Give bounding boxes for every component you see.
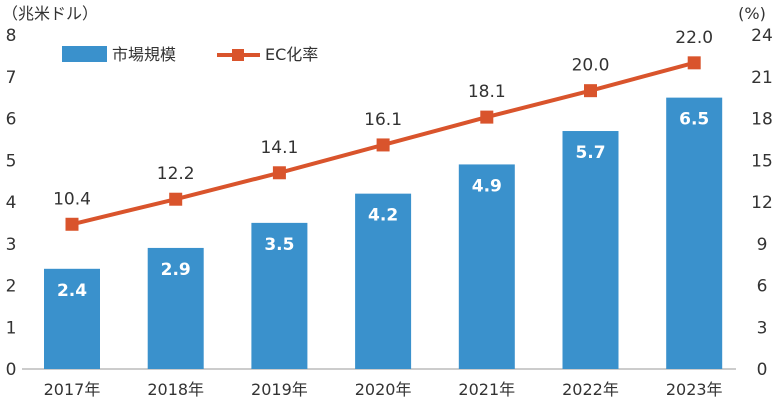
line-marker	[272, 166, 286, 180]
right-tick-label: 3	[757, 318, 768, 338]
left-tick-label: 1	[6, 318, 17, 338]
category-label: 2019年	[251, 380, 308, 399]
category-labels: 2017年 2018年 2019年 2020年 2021年 2022年 2023年	[44, 380, 723, 399]
bar-series	[44, 97, 723, 369]
bar-data-label: 3.5	[264, 235, 294, 255]
category-label: 2018年	[147, 380, 204, 399]
right-tick-label: 6	[757, 277, 768, 297]
bar	[458, 164, 515, 369]
right-tick-label: 9	[757, 235, 768, 255]
category-label: 2021年	[458, 380, 515, 399]
line-series	[65, 56, 701, 231]
line-marker	[480, 110, 494, 124]
line-data-label: 18.1	[468, 82, 506, 102]
bar-data-labels: 2.4 2.9 3.5 4.2 4.9 5.7 6.5	[57, 110, 709, 301]
right-tick-label: 15	[751, 151, 773, 171]
right-axis-unit: (%)	[738, 4, 766, 23]
left-tick-label: 4	[6, 193, 17, 213]
legend-line-marker	[232, 49, 244, 61]
category-label: 2023年	[666, 380, 723, 399]
left-tick-label: 3	[6, 235, 17, 255]
bar-data-label: 2.4	[57, 281, 87, 301]
bar-data-label: 2.9	[161, 260, 191, 280]
left-tick-label: 7	[6, 68, 17, 88]
left-tick-label: 2	[6, 277, 17, 297]
legend-bar-label: 市場規模	[112, 45, 176, 64]
bar	[666, 97, 723, 369]
line-data-label: 22.0	[675, 28, 713, 48]
bar	[562, 131, 619, 369]
right-tick-label: 12	[751, 193, 773, 213]
bar-data-label: 4.2	[368, 206, 398, 226]
line-data-labels: 10.4 12.2 14.1 16.1 18.1 20.0 22.0	[53, 28, 713, 209]
bar	[44, 268, 100, 369]
right-tick-label: 18	[751, 110, 773, 130]
bar-data-label: 6.5	[679, 110, 709, 130]
legend: 市場規模 EC化率	[62, 45, 318, 64]
right-tick-label: 21	[751, 68, 773, 88]
category-label: 2020年	[355, 380, 412, 399]
legend-bar-swatch	[62, 46, 107, 62]
line-data-label: 14.1	[260, 138, 298, 158]
line-marker	[169, 192, 183, 206]
left-axis-unit: （兆米ドル）	[2, 4, 98, 23]
legend-line-label: EC化率	[265, 45, 318, 64]
left-tick-label: 6	[6, 110, 17, 130]
bar-data-label: 4.9	[472, 176, 502, 196]
category-label: 2022年	[562, 380, 619, 399]
left-axis-ticks: 0 1 2 3 4 5 6 7 8	[6, 26, 17, 380]
bar	[251, 222, 308, 369]
left-tick-label: 8	[6, 26, 17, 46]
line-data-label: 20.0	[572, 56, 610, 76]
category-label: 2017年	[44, 380, 101, 399]
line-data-label: 10.4	[53, 189, 91, 209]
line-data-label: 12.2	[157, 164, 195, 184]
left-tick-label: 0	[6, 360, 17, 380]
right-axis-ticks: 0 3 6 9 12 15 18 21 24	[751, 26, 773, 380]
bar	[147, 247, 204, 369]
bar	[355, 193, 412, 369]
line-data-label: 16.1	[364, 110, 402, 130]
line-marker	[687, 56, 701, 70]
line-marker	[65, 217, 79, 231]
bar-data-label: 5.7	[575, 143, 605, 163]
right-tick-label: 24	[751, 26, 773, 46]
line-marker	[584, 84, 597, 98]
right-tick-label: 0	[757, 360, 768, 380]
line-marker	[376, 138, 390, 152]
left-tick-label: 5	[6, 151, 17, 171]
